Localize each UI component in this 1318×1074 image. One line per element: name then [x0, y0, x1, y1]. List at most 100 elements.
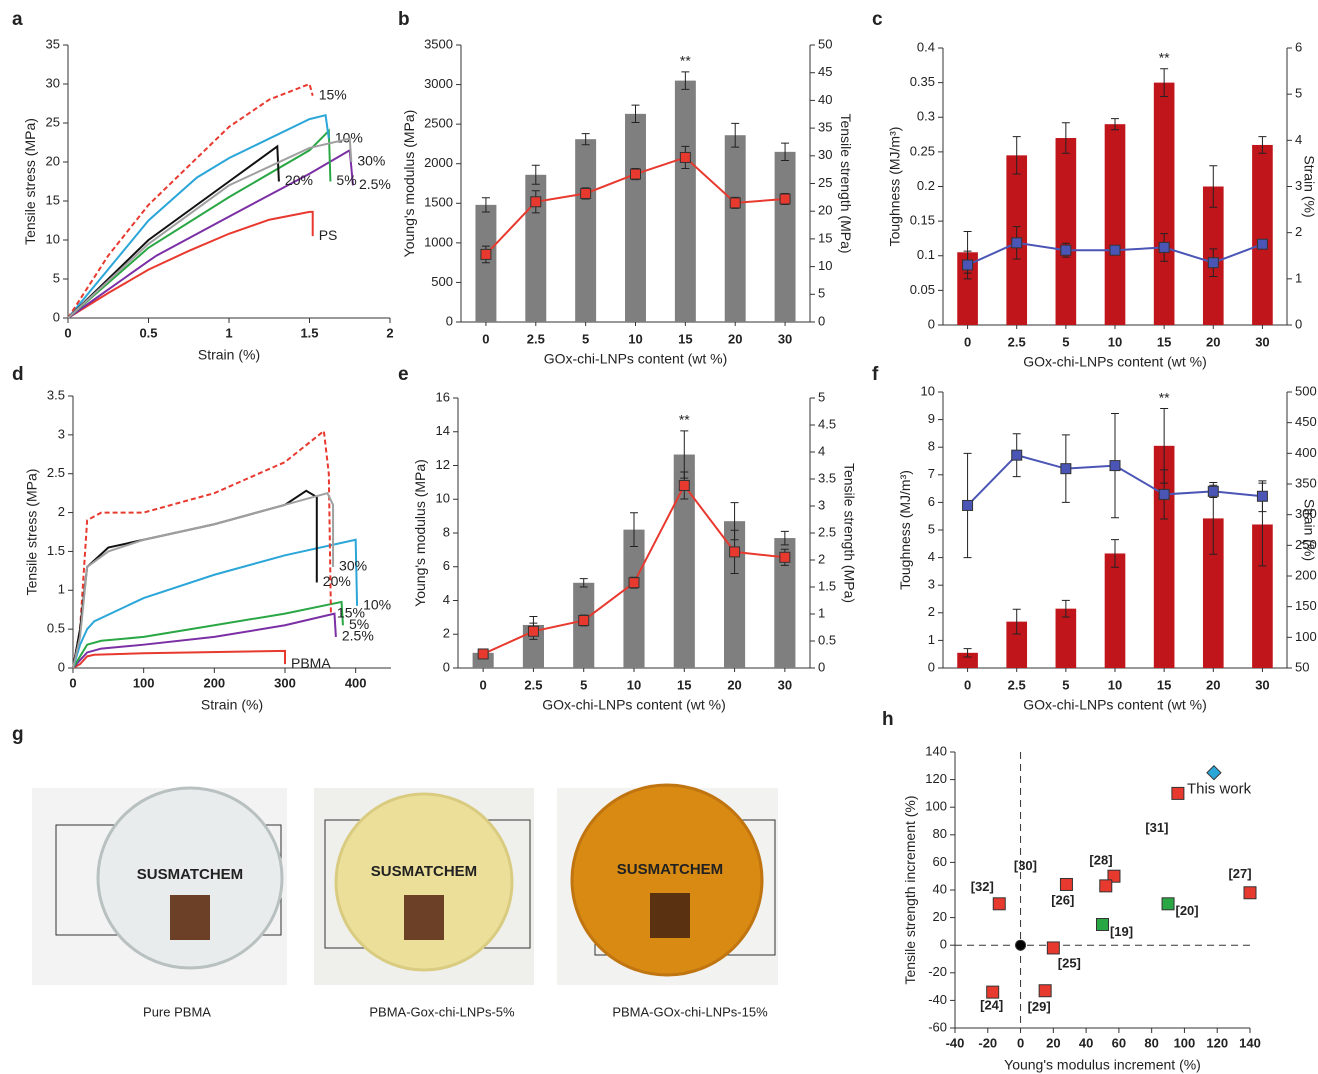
y-tick-label: 0.2	[917, 178, 935, 193]
x-tick-label: 30	[778, 677, 792, 692]
y2-tick-label: 50	[1295, 659, 1309, 674]
y-tick-label: 40	[933, 881, 947, 896]
y2-tick-label: 3	[1295, 178, 1302, 193]
bar	[575, 139, 597, 322]
marker	[578, 614, 590, 626]
y-tick-label: 5	[928, 521, 935, 536]
y2-tick-label: 30	[818, 147, 832, 162]
point-label: [26]	[1051, 892, 1074, 907]
y2-tick-label: 1.5	[818, 578, 836, 593]
y-tick-label: 3000	[424, 76, 453, 91]
x-tick-label: 10	[1108, 334, 1122, 349]
y-tick-label: 4	[928, 549, 935, 564]
logo-stump	[650, 893, 690, 938]
error-bar	[581, 133, 590, 146]
bar	[525, 174, 547, 322]
marker	[1109, 460, 1121, 472]
marker	[729, 197, 741, 209]
point	[986, 985, 1000, 999]
x-axis-label: GOx-chi-LNPs content (wt %)	[542, 697, 726, 713]
marker	[678, 479, 690, 491]
curve	[72, 489, 318, 669]
error-bar	[579, 578, 588, 588]
x-tick-label: 0	[482, 331, 489, 346]
y-tick-label: 2500	[424, 116, 453, 131]
y-tick-label: 500	[431, 274, 453, 289]
logo-stump	[170, 895, 210, 940]
x-tick-label: 5	[1062, 334, 1069, 349]
y-tick-label: 8	[928, 439, 935, 454]
x-tick-label: 0.5	[139, 325, 157, 340]
point-label: [30]	[1014, 858, 1037, 873]
y-tick-label: 6	[928, 494, 935, 509]
error-bar	[631, 104, 640, 124]
error-bar	[1012, 608, 1021, 635]
x-tick-label: 5	[580, 677, 587, 692]
y-tick-label: 3	[58, 426, 65, 441]
y2-tick-label: 300	[1295, 506, 1317, 521]
y-tick-label: 0	[53, 309, 60, 324]
y-tick-label: 0.25	[910, 143, 935, 158]
y2-tick-label: 450	[1295, 414, 1317, 429]
y-tick-label: 2	[928, 604, 935, 619]
y-tick-label: 8	[443, 524, 450, 539]
caption: PBMA-Gox-chi-LNPs-5%	[369, 1004, 515, 1019]
marker	[1109, 244, 1121, 256]
y2-tick-label: 4	[818, 443, 825, 458]
panel-label: e	[398, 364, 409, 385]
y-axis-label: Toughness (MJ/m³)	[886, 127, 902, 247]
y-tick-label: 2	[58, 504, 65, 519]
x-tick-label: 15	[1157, 334, 1171, 349]
y2-tick-label: 250	[1295, 537, 1317, 552]
y-tick-label: 140	[925, 743, 947, 758]
error-bar	[781, 142, 790, 162]
series-label: PS	[319, 227, 338, 243]
y2-tick-label: 2	[1295, 224, 1302, 239]
film	[334, 792, 514, 972]
marker	[1256, 238, 1268, 250]
marker	[1060, 463, 1072, 475]
x-axis-label: GOx-chi-LNPs content (wt %)	[1023, 354, 1207, 370]
point-label: [24]	[980, 998, 1003, 1013]
x-tick-label: 80	[1144, 1035, 1158, 1050]
bar	[957, 652, 978, 668]
error-bar	[780, 530, 789, 546]
x-tick-label: 0	[64, 325, 71, 340]
x-tick-label: 30	[1255, 334, 1269, 349]
curve	[72, 649, 286, 669]
y-tick-label: -60	[928, 1019, 947, 1034]
y2-tick-label: 3.5	[818, 470, 836, 485]
y-axis-label: Tensile strength increment (%)	[902, 795, 918, 984]
y2-tick-label: 4.5	[818, 416, 836, 431]
error-bar	[630, 512, 638, 547]
x-tick-label: 100	[1174, 1035, 1196, 1050]
marker	[1207, 485, 1219, 497]
bar	[1104, 124, 1126, 325]
bar	[674, 80, 696, 322]
marker	[580, 187, 592, 199]
logo: SUSMATCHEM	[371, 863, 477, 880]
y-tick-label: 0	[443, 659, 450, 674]
point	[1046, 941, 1060, 955]
marker	[1207, 257, 1219, 269]
y-tick-label: 14	[436, 423, 450, 438]
y2-tick-label: 350	[1295, 475, 1317, 490]
x-tick-label: 20	[1046, 1035, 1060, 1050]
curve	[72, 429, 332, 669]
y-tick-label: 0	[446, 313, 453, 328]
y-tick-label: 0.5	[47, 621, 65, 636]
point	[1161, 897, 1175, 911]
y-tick-label: 2000	[424, 155, 453, 170]
x-tick-label: 30	[1255, 677, 1269, 692]
error-bar	[1160, 68, 1169, 97]
y-tick-label: 0.3	[917, 109, 935, 124]
y2-tick-label: 5	[818, 286, 825, 301]
y2-tick-label: 10	[818, 258, 832, 273]
x-tick-label: 5	[582, 331, 589, 346]
y-tick-label: 3.5	[47, 387, 65, 402]
series-label: 15%	[337, 604, 365, 620]
y-tick-label: 9	[928, 411, 935, 426]
x-tick-label: 2	[386, 325, 393, 340]
marker	[1011, 449, 1023, 461]
series-label: 20%	[285, 172, 313, 188]
